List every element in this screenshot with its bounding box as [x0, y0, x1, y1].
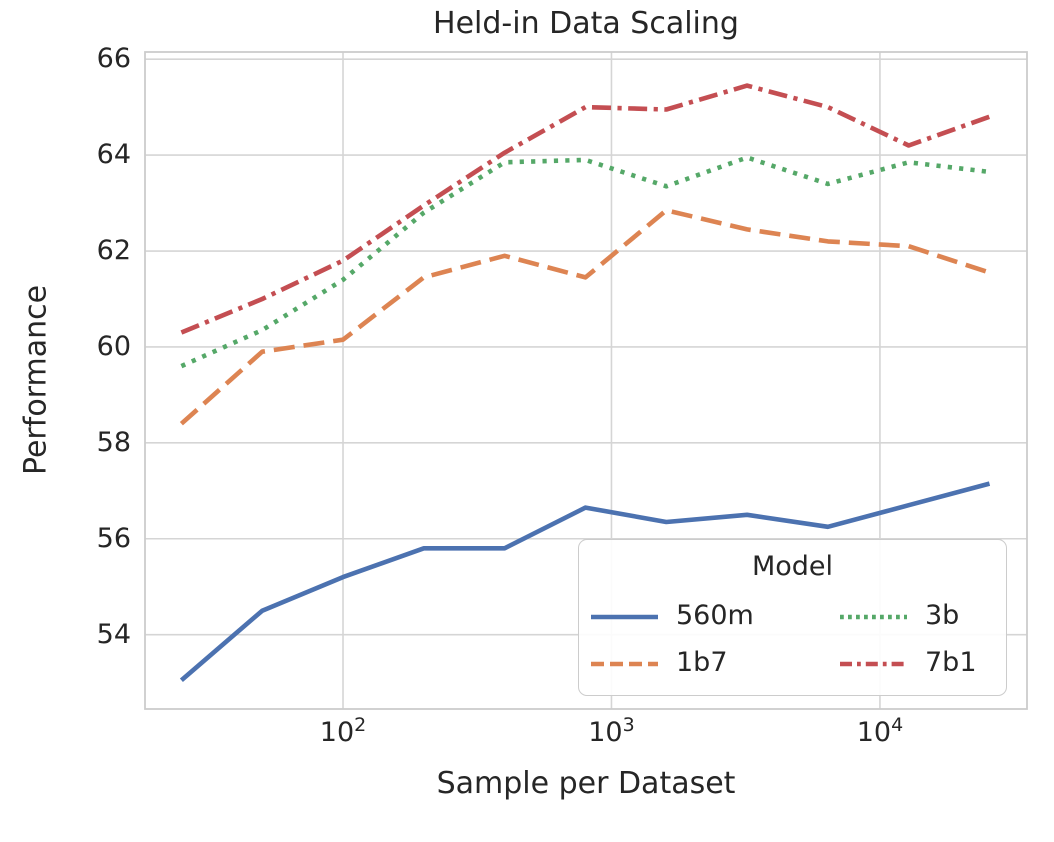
legend-line-sample-7b1 [840, 661, 907, 667]
legend-line-sample-560m [591, 614, 658, 620]
x-tick-10e3: 103 [588, 714, 635, 749]
legend-label-7b1: 7b1 [925, 647, 977, 678]
x-axis-label: Sample per Dataset [436, 766, 736, 801]
series-line-3b [180, 155, 990, 369]
legend-label-1b7: 1b7 [676, 647, 728, 678]
x-tick-10e2: 102 [319, 714, 367, 749]
y-tick-66: 66 [96, 43, 131, 75]
y-tick-58: 58 [96, 426, 131, 458]
chart-title: Held-in Data Scaling [433, 6, 739, 41]
series-line-1b7 [179, 208, 991, 426]
y-tick-56: 56 [96, 522, 131, 554]
x-tick-10e4: 104 [856, 714, 904, 749]
y-tick-60: 60 [96, 330, 131, 362]
legend-label-3b: 3b [925, 600, 960, 631]
legend-line-sample-1b7 [591, 661, 658, 667]
y-tick-54: 54 [96, 618, 131, 650]
legend-label-560m: 560m [676, 600, 754, 631]
series-line-560m [179, 481, 991, 682]
y-axis-label: Performance [18, 284, 54, 476]
legend-line-sample-3b [840, 614, 907, 620]
y-tick-62: 62 [96, 235, 131, 267]
plot-border [144, 51, 1028, 710]
series-line-7b1 [180, 83, 991, 335]
y-tick-64: 64 [96, 139, 131, 171]
legend-title: Model [751, 551, 834, 582]
